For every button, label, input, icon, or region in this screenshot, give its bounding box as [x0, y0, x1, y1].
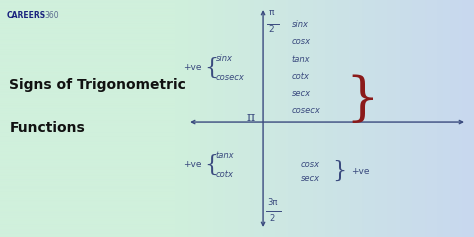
- Text: +ve: +ve: [183, 63, 201, 72]
- Text: 360: 360: [44, 11, 59, 20]
- Text: Functions: Functions: [9, 121, 85, 135]
- Text: tanx: tanx: [216, 151, 234, 160]
- Text: {: {: [204, 154, 218, 176]
- Text: cotx: cotx: [292, 72, 310, 81]
- Text: +ve: +ve: [351, 167, 369, 176]
- Text: 3π: 3π: [267, 198, 277, 207]
- Text: π: π: [246, 111, 255, 124]
- Text: cosecx: cosecx: [292, 106, 320, 115]
- Text: tanx: tanx: [292, 55, 310, 64]
- Text: cosx: cosx: [292, 37, 310, 46]
- Text: cosx: cosx: [301, 160, 320, 169]
- Text: Signs of Trigonometric: Signs of Trigonometric: [9, 78, 186, 92]
- Text: }: }: [332, 160, 346, 182]
- Text: sinx: sinx: [292, 20, 309, 29]
- Text: 2: 2: [269, 214, 274, 223]
- Text: sinx: sinx: [216, 54, 233, 63]
- Text: }: }: [345, 74, 379, 125]
- Text: +ve: +ve: [183, 160, 201, 169]
- Text: cosecx: cosecx: [216, 73, 245, 82]
- Text: CAREERS: CAREERS: [6, 11, 46, 20]
- Text: cotx: cotx: [216, 170, 234, 179]
- Text: secx: secx: [301, 174, 320, 183]
- Text: 2: 2: [269, 25, 274, 34]
- Text: secx: secx: [292, 89, 310, 98]
- Text: π: π: [269, 8, 274, 17]
- Text: {: {: [204, 57, 218, 78]
